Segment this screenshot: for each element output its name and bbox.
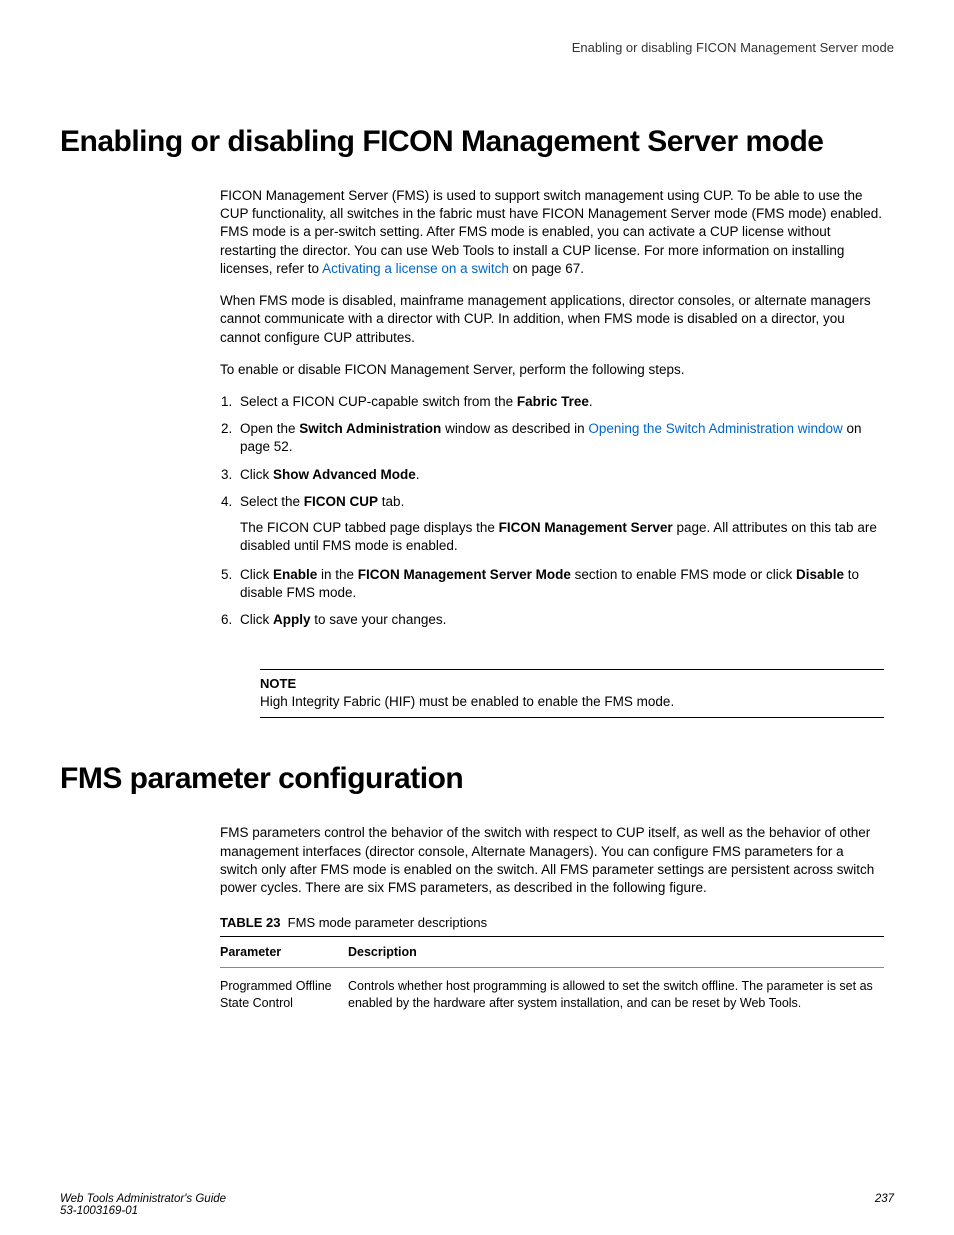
section1-body: FICON Management Server (FMS) is used to… <box>220 187 884 718</box>
step-4-sub: The FICON CUP tabbed page displays the F… <box>240 519 884 555</box>
page: Enabling or disabling FICON Management S… <box>0 0 954 1235</box>
link-open-switch-admin[interactable]: Opening the Switch Administration window <box>588 421 842 436</box>
table-label: TABLE 23 <box>220 915 280 930</box>
table-header-row: Parameter Description <box>220 937 884 968</box>
col-parameter: Parameter <box>220 937 348 968</box>
step-1: Select a FICON CUP-capable switch from t… <box>236 393 884 411</box>
section1-title: Enabling or disabling FICON Management S… <box>60 125 894 159</box>
note-box: NOTE High Integrity Fabric (HIF) must be… <box>260 669 884 718</box>
footer-guide: Web Tools Administrator's Guide <box>60 1193 894 1205</box>
section1-para2: When FMS mode is disabled, mainframe man… <box>220 292 884 347</box>
text: tab. <box>378 494 404 509</box>
term-show-advanced: Show Advanced Mode <box>273 467 416 482</box>
text: Select the <box>240 494 304 509</box>
term-enable: Enable <box>273 567 317 582</box>
col-description: Description <box>348 937 884 968</box>
note-text: High Integrity Fabric (HIF) must be enab… <box>260 693 884 711</box>
section2-body: FMS parameters control the behavior of t… <box>220 824 884 1022</box>
text: . <box>416 467 420 482</box>
footer-docnum: 53-1003169-01 <box>60 1205 894 1217</box>
text: Click <box>240 567 273 582</box>
step-4: Select the FICON CUP tab. The FICON CUP … <box>236 493 884 556</box>
table-row: Programmed Offline State Control Control… <box>220 968 884 1022</box>
step-3: Click Show Advanced Mode. <box>236 466 884 484</box>
page-number: 237 <box>875 1193 894 1205</box>
parameter-table: Parameter Description Programmed Offline… <box>220 936 884 1022</box>
table-caption: TABLE 23 FMS mode parameter descriptions <box>220 915 884 930</box>
text: Open the <box>240 421 299 436</box>
steps-list: Select a FICON CUP-capable switch from t… <box>220 393 884 629</box>
term-apply: Apply <box>273 612 311 627</box>
cell-parameter: Programmed Offline State Control <box>220 968 348 1022</box>
text: section to enable FMS mode or click <box>571 567 796 582</box>
text: on page 67. <box>509 261 584 276</box>
running-header: Enabling or disabling FICON Management S… <box>60 40 894 55</box>
text: Select a FICON CUP-capable switch from t… <box>240 394 517 409</box>
text: window as described in <box>441 421 588 436</box>
step-6: Click Apply to save your changes. <box>236 611 884 629</box>
text: to save your changes. <box>311 612 447 627</box>
term-fabric-tree: Fabric Tree <box>517 394 589 409</box>
section1-para3: To enable or disable FICON Management Se… <box>220 361 884 379</box>
text: . <box>589 394 593 409</box>
term-switch-admin: Switch Administration <box>299 421 441 436</box>
step-5: Click Enable in the FICON Management Ser… <box>236 566 884 602</box>
table-caption-text: FMS mode parameter descriptions <box>288 915 487 930</box>
link-activating-license[interactable]: Activating a license on a switch <box>322 261 509 276</box>
page-footer: 237 Web Tools Administrator's Guide 53-1… <box>60 1193 894 1217</box>
cell-description: Controls whether host programming is all… <box>348 968 884 1022</box>
section2-para1: FMS parameters control the behavior of t… <box>220 824 884 897</box>
term-ficon-cup: FICON CUP <box>304 494 378 509</box>
text: Click <box>240 612 273 627</box>
text: The FICON CUP tabbed page displays the <box>240 520 499 535</box>
term-fms-mode: FICON Management Server Mode <box>358 567 571 582</box>
text: in the <box>317 567 358 582</box>
step-2: Open the Switch Administration window as… <box>236 420 884 456</box>
text: Click <box>240 467 273 482</box>
section1-para1: FICON Management Server (FMS) is used to… <box>220 187 884 278</box>
note-label: NOTE <box>260 676 884 691</box>
term-fms-page: FICON Management Server <box>499 520 673 535</box>
term-disable: Disable <box>796 567 844 582</box>
section2-title: FMS parameter configuration <box>60 762 894 796</box>
